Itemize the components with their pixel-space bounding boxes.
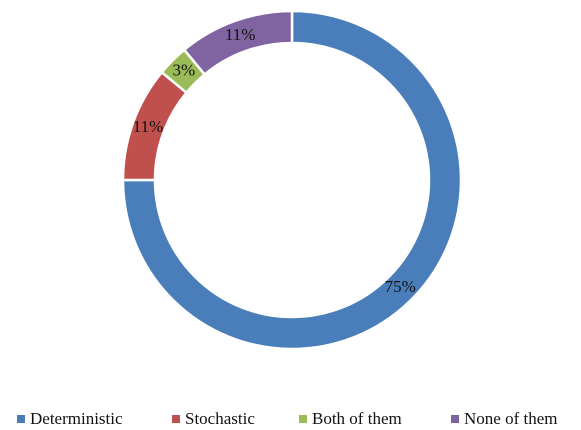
data-label: 75% — [385, 277, 416, 296]
data-label: 11% — [225, 25, 256, 44]
legend-swatch — [299, 415, 307, 423]
legend-label: Deterministic — [30, 409, 123, 428]
data-label: 3% — [172, 61, 195, 80]
legend-swatch — [17, 415, 25, 423]
legend-swatch — [172, 415, 180, 423]
donut-segment — [121, 9, 463, 351]
legend-label: None of them — [464, 409, 557, 428]
legend-label: Stochastic — [185, 409, 255, 428]
data-label: 11% — [133, 117, 164, 136]
donut-segment — [182, 9, 294, 77]
legend-label: Both of them — [312, 409, 402, 428]
legend-swatch — [451, 415, 459, 423]
